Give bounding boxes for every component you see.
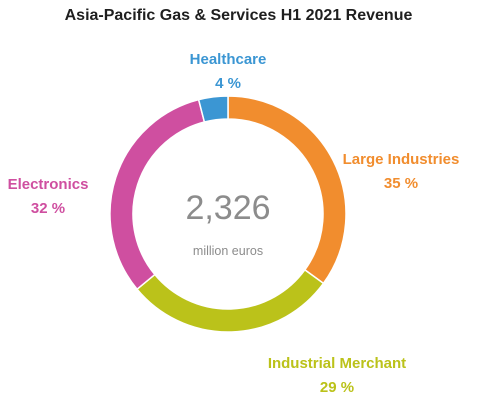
- chart-title: Asia-Pacific Gas & Services H1 2021 Reve…: [64, 7, 413, 24]
- slice-value-industrial-merchant: 29 %: [320, 379, 354, 396]
- slice-healthcare: [197, 95, 229, 123]
- slice-label-electronics: Electronics: [8, 176, 89, 193]
- slice-label-industrial-merchant: Industrial Merchant: [268, 355, 406, 372]
- center-unit: million euros: [193, 244, 263, 258]
- slice-value-healthcare: 4 %: [215, 75, 241, 92]
- slice-label-healthcare: Healthcare: [190, 51, 267, 68]
- slice-labels: Large Industries 35 % Industrial Merchant 2…: [8, 51, 460, 396]
- donut-slices: [109, 95, 347, 333]
- slice-value-electronics: 32 %: [31, 200, 65, 217]
- slice-label-large-industries: Large Industries: [343, 151, 460, 168]
- slice-value-large-industries: 35 %: [384, 175, 418, 192]
- center-total: 2,326: [185, 189, 270, 227]
- slice-industrial-merchant: [136, 268, 325, 333]
